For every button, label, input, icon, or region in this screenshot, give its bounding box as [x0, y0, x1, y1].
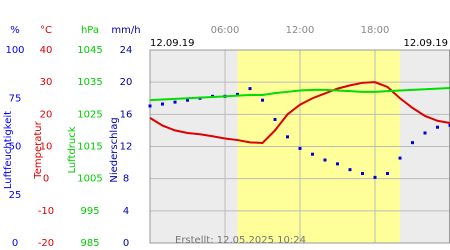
series-line: [149, 86, 450, 102]
date-left: 12.09.19: [150, 38, 195, 49]
humidity-point: [386, 172, 389, 176]
y-tick-label: 100: [5, 45, 24, 56]
humidity-point: [448, 123, 450, 127]
footer: Erstellt: 12.05.2025 10:24: [175, 235, 306, 246]
y-tick-label: 20: [120, 77, 133, 88]
humidity-point: [248, 87, 252, 91]
axis-unit: %: [10, 25, 20, 36]
humidity-point: [436, 125, 439, 129]
y-tick-label: 4: [123, 206, 129, 217]
humidity-point: [423, 131, 427, 135]
y-tick-label: 12: [120, 142, 133, 153]
humidity-point: [161, 102, 164, 106]
humidity-point: [186, 98, 189, 102]
y-tick-label: 1035: [77, 77, 102, 88]
humidity-point: [236, 92, 239, 96]
y-tick-label: 75: [9, 93, 22, 104]
y-tick-label: 1005: [77, 174, 102, 185]
y-tick-label: 20: [40, 109, 53, 120]
humidity-point: [336, 162, 339, 166]
axis-title: Luftfeuchtigkeit: [3, 111, 14, 189]
humidity-point: [261, 98, 264, 102]
y-tick-label: 995: [80, 206, 99, 217]
humidity-point: [173, 100, 177, 104]
y-tick-label: -20: [38, 238, 54, 249]
y-tick-label: 1025: [77, 109, 102, 120]
axis-unit: °C: [40, 25, 52, 36]
x-tick-label: 18:00: [361, 25, 390, 36]
humidity-point: [361, 172, 364, 176]
y-tick-label: 1045: [77, 45, 102, 56]
y-tick-label: 985: [80, 238, 99, 249]
humidity-point: [148, 104, 152, 108]
y-tick-label: 8: [123, 174, 129, 185]
humidity-point: [411, 141, 414, 145]
axis-unit: hPa: [81, 25, 99, 36]
y-tick-label: 16: [120, 109, 133, 120]
y-tick-label: 50: [9, 142, 22, 153]
y-tick-label: 10: [40, 142, 53, 153]
y-tick-label: -10: [38, 206, 54, 217]
humidity-point: [348, 168, 352, 172]
humidity-point: [286, 135, 289, 139]
y-tick-label: 30: [40, 77, 53, 88]
x-tick-label: 12:00: [286, 25, 315, 36]
axis-title: Niederschlag: [109, 117, 120, 182]
humidity-point: [298, 146, 302, 150]
y-tick-label: 0: [43, 174, 49, 185]
y-tick-label: 25: [9, 190, 22, 201]
axis-title: Luftdruck: [67, 126, 78, 173]
y-tick-label: 0: [123, 238, 129, 249]
date-right: 12.09.19: [403, 38, 448, 49]
y-tick-label: 24: [120, 45, 133, 56]
humidity-point: [323, 158, 327, 162]
y-tick-label: 0: [12, 238, 18, 249]
x-tick-label: 06:00: [211, 25, 240, 36]
y-tick-label: 1015: [77, 142, 102, 153]
humidity-point: [398, 156, 402, 160]
y-tick-label: 40: [40, 45, 53, 56]
series-line: [149, 81, 450, 144]
humidity-point: [311, 152, 314, 156]
humidity-point: [373, 175, 377, 179]
humidity-point: [273, 117, 277, 121]
axis-unit: mm/h: [111, 25, 140, 36]
axis-title: Temperatur: [33, 120, 44, 179]
